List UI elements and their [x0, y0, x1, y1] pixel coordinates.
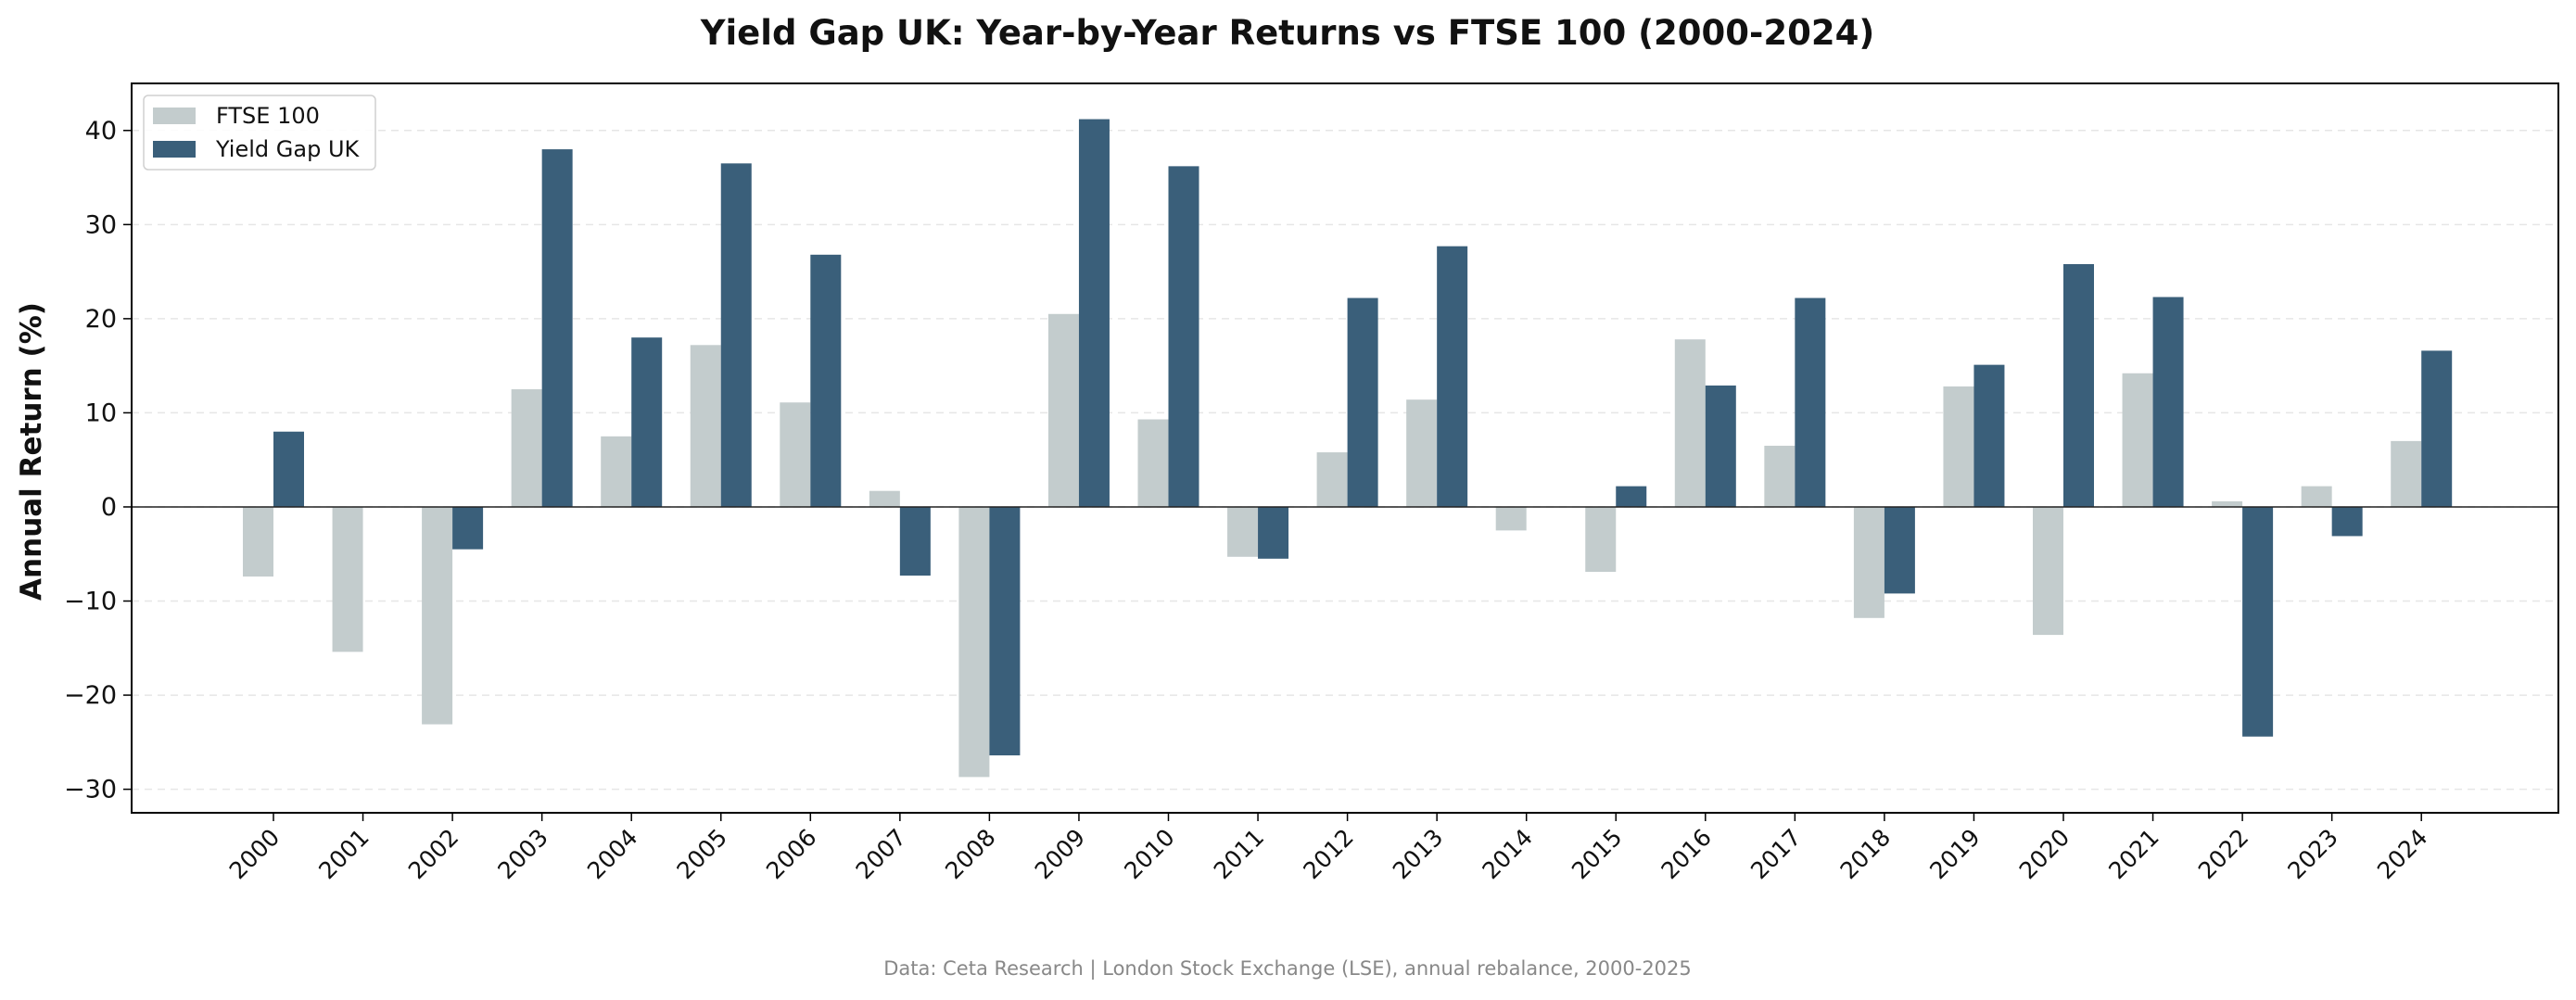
y-tick-label: 0	[101, 493, 117, 522]
bar-ftse-100	[1316, 452, 1348, 507]
x-tick-label: 2003	[492, 824, 552, 884]
legend-swatch	[153, 108, 196, 124]
x-tick-label: 2022	[2193, 824, 2253, 884]
legend-label: FTSE 100	[216, 103, 320, 129]
x-tick-label: 2000	[224, 824, 285, 884]
x-tick-label: 2010	[1119, 824, 1179, 884]
x-tick-label: 2013	[1388, 824, 1448, 884]
bar-yield-gap-uk	[1973, 364, 2005, 507]
x-tick-label: 2021	[2103, 824, 2164, 884]
x-tick-label: 2014	[1477, 824, 1537, 884]
bar-ftse-100	[1406, 399, 1438, 507]
bar-ftse-100	[1137, 419, 1169, 507]
bar-yield-gap-uk	[2063, 263, 2094, 507]
legend-box	[143, 95, 376, 171]
bar-yield-gap-uk	[2152, 297, 2184, 507]
y-tick-label: 20	[85, 305, 117, 334]
bar-yield-gap-uk	[1795, 297, 1826, 507]
plot-frame	[131, 82, 2559, 814]
x-tick-label: 2012	[1298, 824, 1358, 884]
legend-swatch	[153, 141, 196, 158]
x-tick-label: 2002	[403, 824, 463, 884]
legend: FTSE 100 Yield Gap UK	[143, 95, 376, 171]
bar-yield-gap-uk	[1078, 119, 1110, 507]
bar-ftse-100	[1495, 506, 1527, 531]
x-tick-label: 2001	[313, 824, 374, 884]
bar-ftse-100	[243, 506, 273, 577]
bar-ftse-100	[1943, 386, 1974, 507]
legend-label: Yield Gap UK	[215, 136, 361, 162]
y-tick-label: 30	[85, 210, 117, 239]
bar-yield-gap-uk	[2242, 506, 2274, 737]
y-axis-label: Annual Return (%)	[15, 302, 48, 601]
y-tick-label: 10	[85, 399, 117, 427]
bar-ftse-100	[2122, 373, 2153, 507]
x-tick-label: 2008	[940, 824, 1000, 884]
axes: −30 −20 −10 0 10 20 30 40 2000 2001 2002 2003 2004 20…	[64, 82, 2559, 884]
x-tick-label: 2007	[851, 824, 911, 884]
bar-ftse-100	[780, 402, 811, 507]
bar-ftse-100	[601, 436, 632, 507]
x-tick-label: 2020	[2014, 824, 2075, 884]
bar-yield-gap-uk	[631, 337, 663, 507]
bar-yield-gap-uk	[1258, 506, 1289, 559]
bar-yield-gap-uk	[452, 506, 484, 550]
bar-ftse-100	[2033, 506, 2063, 636]
bar-yield-gap-uk	[1437, 246, 1468, 507]
x-tick-label: 2019	[1924, 824, 1985, 884]
bars	[243, 119, 2453, 778]
x-tick-label: 2024	[2372, 824, 2432, 884]
bar-yield-gap-uk	[273, 431, 304, 507]
x-tick-label: 2017	[1745, 824, 1806, 884]
x-tick-label: 2011	[1209, 824, 1269, 884]
chart-title: Yield Gap UK: Year-by-Year Returns vs FT…	[700, 13, 1875, 53]
bar-ftse-100	[869, 490, 900, 507]
bar-ftse-100	[1853, 506, 1884, 618]
y-tick-label: 40	[85, 117, 117, 146]
bar-ftse-100	[1585, 506, 1617, 573]
x-tick-label: 2006	[761, 824, 821, 884]
bar-yield-gap-uk	[1705, 385, 1736, 507]
bar-yield-gap-uk	[2331, 506, 2363, 537]
bar-yield-gap-uk	[899, 506, 931, 576]
bar-ftse-100	[1764, 445, 1796, 507]
bar-ftse-100	[422, 506, 453, 725]
bar-yield-gap-uk	[1884, 506, 1915, 594]
bar-yield-gap-uk	[2421, 350, 2453, 507]
x-tick-label: 2009	[1030, 824, 1090, 884]
x-tick-label: 2004	[582, 824, 642, 884]
x-tick-label: 2005	[671, 824, 731, 884]
bar-yield-gap-uk	[720, 163, 752, 507]
bar-ftse-100	[2391, 440, 2422, 507]
bar-ftse-100	[2301, 486, 2332, 507]
bar-yield-gap-uk	[541, 149, 573, 507]
bar-ftse-100	[1674, 339, 1706, 507]
bar-yield-gap-uk	[1616, 486, 1647, 507]
y-tick-label: −10	[64, 588, 117, 616]
x-tick-label: 2018	[1835, 824, 1896, 884]
x-tick-label: 2015	[1567, 824, 1627, 884]
bar-yield-gap-uk	[989, 506, 1021, 756]
bar-ftse-100	[958, 506, 990, 778]
x-tick-label: 2023	[2282, 824, 2342, 884]
x-tick-label: 2016	[1656, 824, 1717, 884]
bar-ftse-100	[1227, 506, 1259, 557]
bar-ftse-100	[2212, 500, 2243, 507]
bar-ftse-100	[690, 345, 721, 507]
y-tick-label: −20	[64, 681, 117, 710]
bar-yield-gap-uk	[810, 254, 842, 507]
bar-ftse-100	[511, 389, 542, 507]
data-source-footnote: Data: Ceta Research | London Stock Excha…	[883, 957, 1692, 981]
y-tick-label: −30	[64, 776, 117, 804]
bar-yield-gap-uk	[1347, 297, 1378, 507]
bar-yield-gap-uk	[1168, 166, 1199, 507]
bar-ftse-100	[1047, 313, 1079, 507]
bar-ftse-100	[332, 506, 363, 652]
